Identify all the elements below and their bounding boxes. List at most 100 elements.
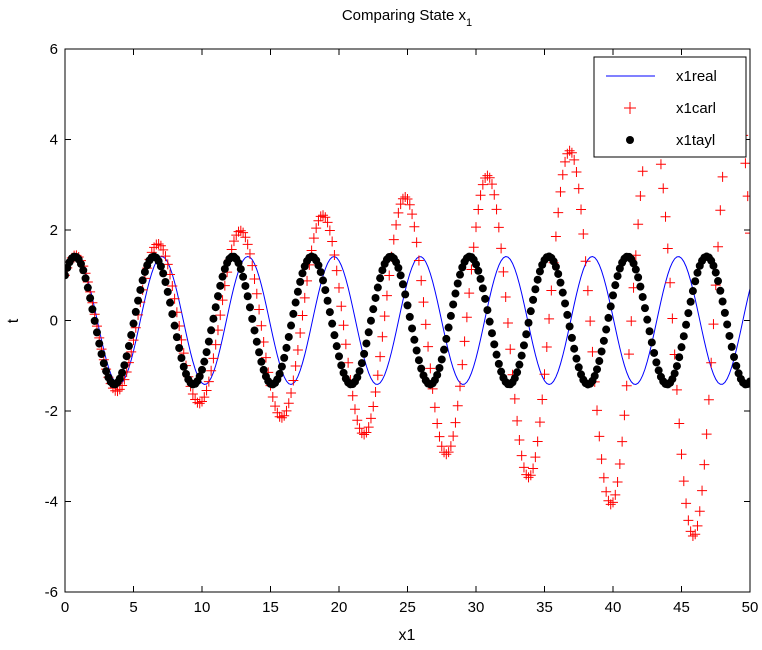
y-tick-label: -2 <box>45 403 58 420</box>
x1tayl-point <box>631 265 640 274</box>
x1tayl-point <box>76 259 85 268</box>
x1carl-point <box>608 497 618 508</box>
x1carl-point <box>359 429 370 440</box>
x-tick-label: 15 <box>262 599 279 616</box>
x1carl-point <box>489 189 500 200</box>
x1tayl-point <box>291 298 300 307</box>
x1carl-point <box>384 270 395 281</box>
x1tayl-point <box>175 344 184 353</box>
x1carl-point <box>315 211 326 222</box>
x1carl-point <box>318 210 329 221</box>
x1carl-point <box>244 248 255 259</box>
y-tick-label: -6 <box>45 584 58 601</box>
x1carl-point <box>464 288 475 299</box>
x1tayl-point <box>723 320 732 329</box>
x1carl-point <box>532 436 543 447</box>
x1tayl-point <box>332 342 341 351</box>
x1tayl-point <box>437 355 446 364</box>
x1tayl-point <box>248 314 257 323</box>
x1carl-point <box>365 413 376 424</box>
x1carl-point <box>327 236 338 247</box>
x1carl-point <box>238 227 249 238</box>
x1tayl-point <box>716 286 725 295</box>
x1tayl-point <box>245 303 254 312</box>
legend-x1real-label: x1real <box>676 68 717 85</box>
legend-x1carl-label: x1carl <box>676 100 716 117</box>
x1tayl-point <box>643 315 652 324</box>
x1carl-point <box>347 390 358 401</box>
x1tayl-point <box>531 285 540 294</box>
x1carl-point <box>409 221 420 232</box>
x1carl-point <box>740 158 750 169</box>
x1carl-point <box>692 520 703 531</box>
x1tayl-point <box>355 367 364 376</box>
x1tayl-point <box>209 314 218 323</box>
x1tayl-point <box>609 291 617 300</box>
x1tayl-point <box>602 325 611 334</box>
x1tayl-point <box>243 292 252 301</box>
x1tayl-point <box>444 323 453 332</box>
x1carl-point <box>528 463 539 474</box>
x1tayl-point <box>611 281 620 290</box>
x1carl-point <box>338 320 349 331</box>
x1carl-point <box>432 418 443 429</box>
x1tayl-point <box>565 322 574 331</box>
x1carl-point <box>295 328 306 339</box>
x1tayl-point <box>79 266 88 275</box>
x1tayl-point <box>337 361 346 370</box>
x1carl-point <box>158 244 169 255</box>
x1carl-point <box>544 313 555 324</box>
x1carl-point <box>418 297 429 308</box>
x1carl-point <box>594 431 605 442</box>
x1tayl-point <box>241 281 250 290</box>
x1tayl-point <box>417 364 426 373</box>
x1carl-point <box>509 393 520 404</box>
x1tayl-point <box>81 274 90 283</box>
x1carl-point <box>745 228 750 239</box>
x1tayl-point <box>325 308 334 317</box>
x1carl-point <box>496 243 507 254</box>
x1tayl-point <box>481 294 490 303</box>
x1carl-point <box>658 183 669 194</box>
x1tayl-point <box>730 352 739 361</box>
x1carl-point <box>525 470 536 481</box>
y-tick-label: 0 <box>50 313 58 330</box>
x1tayl-point <box>90 316 99 325</box>
x1tayl-point <box>323 296 332 305</box>
x1carl-point <box>518 462 529 473</box>
x1carl-point <box>215 310 226 321</box>
x1carl-point <box>153 239 164 250</box>
x1tayl-point <box>529 295 538 304</box>
x1tayl-point <box>718 297 727 306</box>
x1carl-point <box>283 398 294 409</box>
x1tayl-point <box>682 320 691 329</box>
x1tayl-point <box>672 362 681 371</box>
x1tayl-point <box>456 270 465 279</box>
x1tayl-point <box>319 276 328 285</box>
x1tayl-point <box>131 307 140 316</box>
x1tayl-point <box>442 334 451 343</box>
x1carl-point <box>578 228 589 239</box>
x1tayl-point <box>597 347 606 356</box>
x1carl-point <box>286 388 297 399</box>
x1carl-point <box>292 345 303 356</box>
x1tayl-point <box>335 352 343 361</box>
x1carl-point <box>334 282 344 293</box>
x1carl-point <box>699 459 710 470</box>
x1carl-point <box>160 251 171 262</box>
x1tayl-point <box>490 340 499 349</box>
x1carl-point <box>605 499 616 510</box>
x1carl-point <box>272 407 283 418</box>
x1carl-point <box>313 215 324 226</box>
x1carl-point <box>676 449 687 460</box>
x1carl-point <box>423 341 434 352</box>
x1carl-point <box>626 316 637 327</box>
x1tayl-point <box>92 328 101 337</box>
x1carl-point <box>436 441 447 452</box>
x1tayl-point <box>435 364 444 373</box>
x1carl-point <box>393 207 404 218</box>
x1tayl-point <box>629 259 638 268</box>
x1carl-point <box>708 319 719 330</box>
x1tayl-point <box>257 357 266 366</box>
